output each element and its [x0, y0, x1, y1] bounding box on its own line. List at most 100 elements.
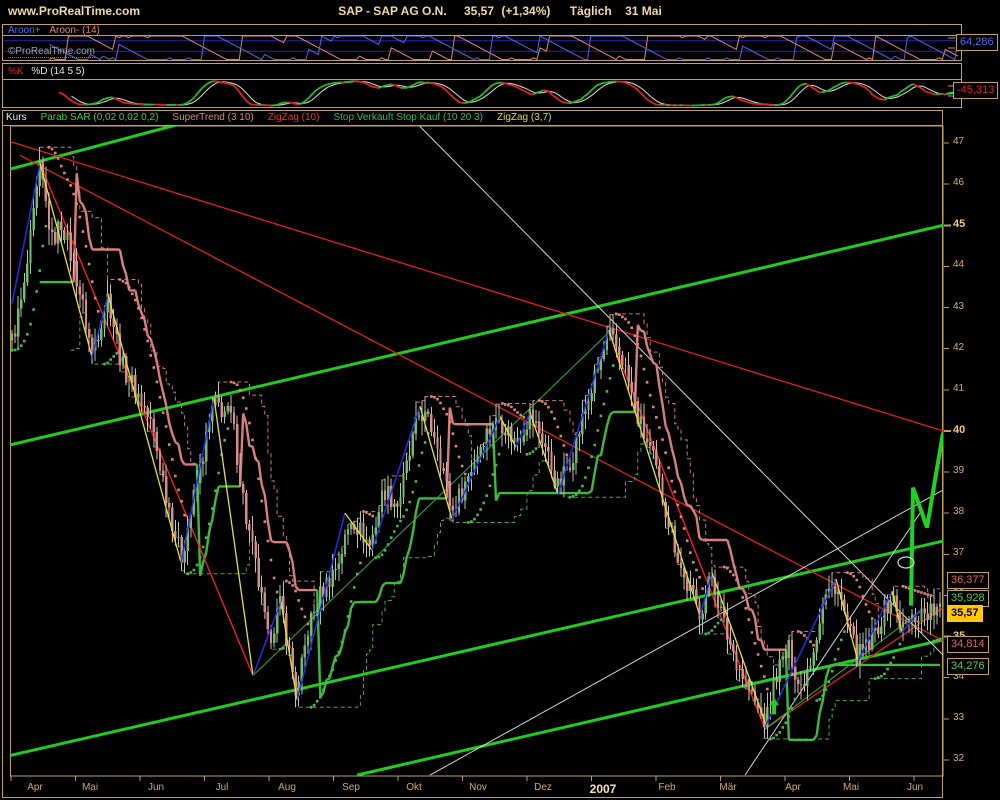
zigzag37-leg: [891, 591, 903, 633]
red-support-rising[interactable]: [764, 607, 944, 730]
x-axis-label: Mär: [719, 782, 737, 793]
legend-item-5[interactable]: ZigZag (3,7): [497, 112, 552, 123]
y-axis-label: 32: [953, 752, 965, 764]
x-axis-label: Mai: [842, 782, 860, 793]
y-axis-label: 38: [953, 506, 965, 518]
x-axis-label: Nov: [469, 782, 487, 793]
y-axis-label: 47: [953, 136, 965, 147]
x-axis-label: Jun: [147, 782, 165, 793]
y-axis-label: 41: [953, 382, 965, 394]
last-price: 35,57: [464, 4, 495, 18]
indicator-price-marker: 35,928: [947, 590, 989, 608]
white-trendline-1[interactable]: [419, 126, 944, 656]
stoch-value-box: -45,313: [953, 82, 999, 99]
green-channel-1[interactable]: [0, 125, 179, 172]
circle-annotation: [897, 556, 915, 569]
white-trendline-2[interactable]: [429, 489, 944, 776]
zigzag37-leg: [699, 572, 713, 617]
aroon-plus-line: [49, 36, 959, 60]
stoch-k-label[interactable]: %K: [8, 66, 24, 77]
red-trendline-1[interactable]: [8, 140, 944, 432]
zigzag37-leg: [499, 416, 517, 448]
candles: [10, 147, 942, 739]
x-axis-label: Apr: [27, 782, 43, 793]
green-channel-4[interactable]: [356, 638, 944, 776]
y-axis-label: 45: [953, 218, 966, 231]
parab-sar-bull-dots: [10, 224, 942, 741]
zigzag37-leg: [344, 512, 373, 551]
main-plot[interactable]: [0, 125, 944, 776]
site-link[interactable]: www.ProRealTime.com: [8, 4, 141, 18]
green-projection-zigzag: [909, 432, 944, 606]
zigzag37-leg: [419, 406, 453, 520]
x-axis-label: Aug: [278, 782, 296, 793]
zigzag37-leg: [765, 578, 837, 726]
x-axis-label: Okt: [406, 782, 422, 793]
y-axis-label: 43: [953, 300, 965, 312]
zigzag37-leg: [91, 295, 109, 358]
y-axis-label: 44: [953, 259, 965, 271]
x-axis-label: Mai: [81, 782, 99, 793]
zigzag37-leg: [39, 163, 93, 358]
x-axis-label: Feb: [658, 782, 676, 793]
x-axis-label: Jul: [215, 782, 229, 793]
y-axis-label: 40: [953, 423, 966, 436]
zigzag37-leg: [901, 609, 921, 633]
aroon-plot: [4, 36, 959, 60]
aroon-minus-line: [49, 36, 959, 60]
main-chart-legend: Kurs Parab SAR (0,02 0,02 0,2) SuperTrend …: [6, 112, 551, 123]
zigzag37-leg: [213, 397, 254, 676]
stoch-plot: [58, 80, 959, 107]
zigzag37-leg: [608, 329, 701, 617]
x-axis-label: Apr: [785, 782, 801, 793]
indicator-price-marker: 36,377: [947, 571, 989, 589]
y-axis-label: 33: [953, 711, 965, 723]
white-trendline-3[interactable]: [744, 512, 921, 776]
stop-verkauft-line: [70, 312, 940, 740]
indicator-price-marker: 34,276: [947, 658, 989, 676]
zigzag10-leg: [39, 163, 254, 676]
aroon-panel-label[interactable]: Aroon+ Aroon- (14): [8, 25, 100, 36]
chart-title: SAP - SAP AG O.N. 35,57 (+1,34%) Täglich…: [0, 4, 1000, 18]
supertrend-bear: [72, 173, 786, 651]
red-trendline-2[interactable]: [19, 154, 944, 642]
y-axis-label: 37: [953, 547, 965, 559]
zigzag37-leg: [252, 601, 282, 676]
stoch-panel-label[interactable]: %K %D (14 5 5): [8, 66, 85, 77]
x-axis-label: Dez: [534, 782, 552, 793]
legend-item-0[interactable]: Kurs: [6, 112, 27, 123]
zigzag37-leg: [451, 416, 501, 520]
symbol-name: SAP - SAP AG O.N.: [338, 4, 447, 18]
timeframe-label[interactable]: Täglich: [569, 4, 612, 18]
indicator-price-marker: 34,814: [947, 636, 989, 654]
watermark: ©ProRealTime.com: [8, 46, 96, 58]
legend-item-2[interactable]: SuperTrend (3 10): [172, 112, 254, 123]
y-axis-label: 39: [953, 465, 965, 476]
zigzag37-leg: [857, 590, 893, 662]
zigzag37-leg: [711, 572, 767, 726]
last-price-marker: 35,57: [947, 605, 983, 623]
y-axis-label: 34: [953, 670, 965, 682]
zigzag37-leg: [835, 578, 859, 662]
green-channel-2[interactable]: [0, 223, 944, 447]
aroon-plus-label[interactable]: Aroon+: [8, 25, 41, 36]
y-axis-label: 46: [953, 177, 965, 189]
aroon-minus-label[interactable]: Aroon- (14): [49, 25, 100, 36]
zigzag37-leg: [296, 512, 346, 701]
x-axis-label: Jun: [906, 782, 924, 793]
buy-signal-arrow: [769, 697, 779, 715]
zigzag37-leg: [371, 405, 421, 551]
x-axis-label: Sep: [342, 782, 360, 793]
parab-sar-bear-dots: [47, 145, 932, 691]
panel-borders: [2, 24, 962, 798]
zigzag37-leg: [529, 412, 559, 495]
zigzag37-leg: [11, 163, 41, 304]
legend-item-1[interactable]: Parab SAR (0,02 0,02 0,2): [40, 112, 159, 123]
y-axis-label: 42: [953, 341, 965, 353]
zigzag37-leg: [515, 412, 531, 448]
legend-item-4[interactable]: Stop Verkauft Stop Kauf (10 20 3): [333, 112, 483, 123]
legend-item-3[interactable]: ZigZag (10): [267, 112, 320, 123]
stoch-d-label[interactable]: %D (14 5 5): [31, 66, 85, 77]
